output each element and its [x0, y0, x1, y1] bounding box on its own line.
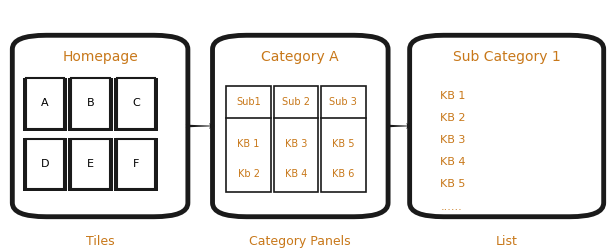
Bar — [26, 139, 64, 189]
Bar — [26, 78, 64, 129]
Bar — [114, 138, 158, 191]
Text: Homepage: Homepage — [62, 50, 138, 64]
Bar — [71, 78, 110, 129]
Text: F: F — [133, 159, 139, 169]
Text: KB 3: KB 3 — [285, 139, 307, 149]
Text: D: D — [41, 159, 49, 169]
Text: Category Panels: Category Panels — [249, 235, 351, 248]
Text: ......: ...... — [440, 202, 462, 212]
Text: KB 4: KB 4 — [440, 157, 466, 167]
Text: Category A: Category A — [261, 50, 339, 64]
Bar — [71, 139, 110, 189]
Text: C: C — [132, 98, 140, 108]
Bar — [23, 138, 67, 191]
Text: KB 3: KB 3 — [440, 135, 466, 145]
Bar — [114, 78, 158, 131]
Text: KB 5: KB 5 — [332, 139, 355, 149]
Bar — [226, 86, 271, 192]
Text: KB 5: KB 5 — [440, 179, 466, 190]
Text: KB 1: KB 1 — [440, 91, 466, 101]
Bar — [321, 86, 366, 192]
FancyBboxPatch shape — [410, 35, 604, 217]
Text: B: B — [87, 98, 94, 108]
Bar — [68, 78, 113, 131]
FancyBboxPatch shape — [213, 35, 388, 217]
Text: Tiles: Tiles — [86, 235, 115, 248]
Bar — [117, 139, 155, 189]
Text: KB 2: KB 2 — [440, 113, 466, 123]
Text: E: E — [87, 159, 94, 169]
Text: Sub Category 1: Sub Category 1 — [453, 50, 561, 64]
Bar — [274, 86, 318, 192]
Text: KB 4: KB 4 — [285, 169, 307, 179]
FancyBboxPatch shape — [12, 35, 188, 217]
Text: Sub1: Sub1 — [236, 97, 261, 107]
Text: Kb 2: Kb 2 — [238, 169, 259, 179]
Bar — [117, 78, 155, 129]
Text: KB 1: KB 1 — [237, 139, 260, 149]
Text: Sub 2: Sub 2 — [282, 97, 310, 107]
Text: A: A — [41, 98, 49, 108]
Bar — [68, 138, 113, 191]
Text: List: List — [496, 235, 517, 248]
Bar — [23, 78, 67, 131]
Text: KB 6: KB 6 — [332, 169, 355, 179]
Text: Sub 3: Sub 3 — [330, 97, 357, 107]
